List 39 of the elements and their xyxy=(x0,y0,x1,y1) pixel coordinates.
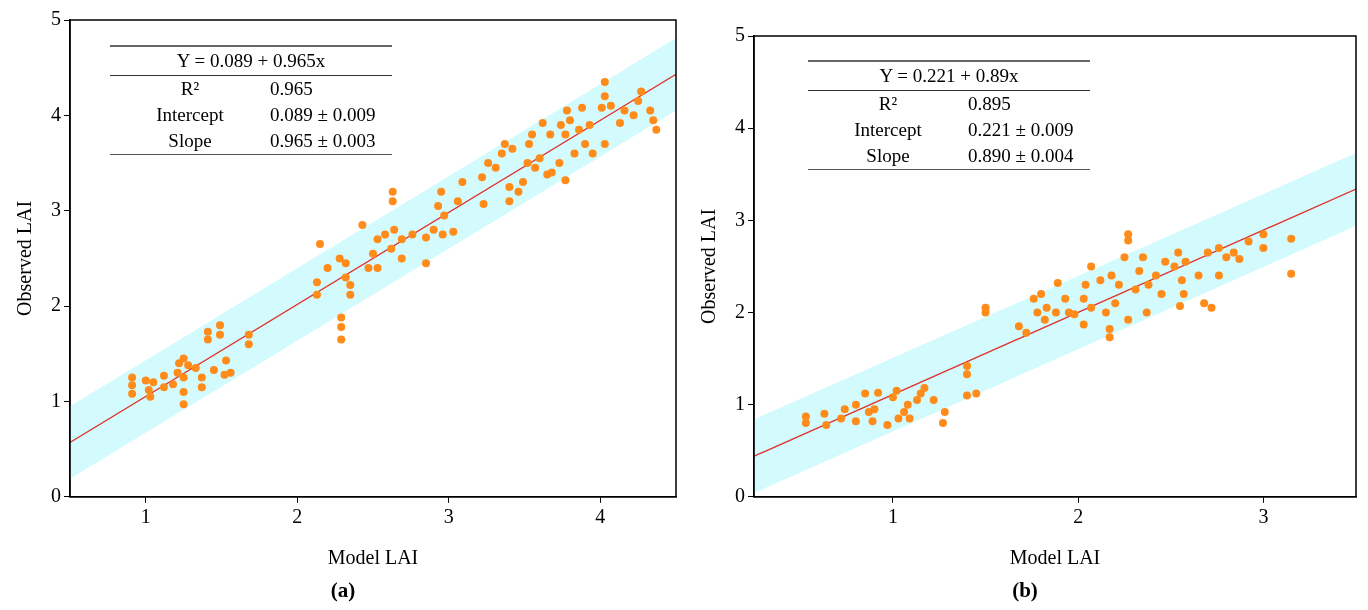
y-tick-label: 2 xyxy=(51,293,61,316)
annotation: Slope xyxy=(167,129,213,153)
annotation: R² xyxy=(179,77,201,101)
annotation: Slope xyxy=(865,144,911,168)
annotation: Y = 0.089 + 0.965x xyxy=(110,47,392,76)
y-tick-label: 3 xyxy=(51,197,61,220)
annotation: R² xyxy=(877,92,899,116)
y-tick-label: 1 xyxy=(51,388,61,411)
text: (a) xyxy=(330,577,356,602)
annotation: 0.221 ± 0.009 xyxy=(968,118,1075,142)
x-tick-label: 3 xyxy=(1258,505,1269,528)
y-tick-label: 5 xyxy=(51,7,61,30)
y-tick-label: 3 xyxy=(735,207,745,230)
y-tick-label: 1 xyxy=(735,391,745,414)
annotation: 0.965 ± 0.003 xyxy=(270,129,377,153)
x-tick-label: 1 xyxy=(140,505,151,528)
x-axis-title: Model LAI xyxy=(327,546,419,569)
x-tick-label: 2 xyxy=(1073,505,1084,528)
y-tick-label: 0 xyxy=(735,484,745,507)
y-tick-label: 5 xyxy=(735,23,745,46)
annotation: 0.965 xyxy=(270,77,314,101)
x-tick-label: 1 xyxy=(887,505,898,528)
annotation: Intercept xyxy=(853,118,923,142)
x-tick-label: 3 xyxy=(443,505,454,528)
annotation: 0.895 xyxy=(968,92,1012,116)
text: (b) xyxy=(1012,577,1038,602)
y-axis-title: Observed LAI xyxy=(697,208,720,324)
annotation: Intercept xyxy=(155,103,225,127)
y-tick-label: 4 xyxy=(735,115,745,138)
y-axis-title: Observed LAI xyxy=(13,200,36,316)
x-tick-label: 2 xyxy=(292,505,303,528)
y-tick-label: 0 xyxy=(51,484,61,507)
annotation: 0.890 ± 0.004 xyxy=(968,144,1075,168)
annotation: 0.089 ± 0.009 xyxy=(270,103,377,127)
y-tick-label: 2 xyxy=(735,299,745,322)
annotation: Y = 0.221 + 0.89x xyxy=(808,62,1090,91)
x-tick-label: 4 xyxy=(595,505,606,528)
x-axis-title: Model LAI xyxy=(1009,546,1101,569)
y-tick-label: 4 xyxy=(51,102,61,125)
